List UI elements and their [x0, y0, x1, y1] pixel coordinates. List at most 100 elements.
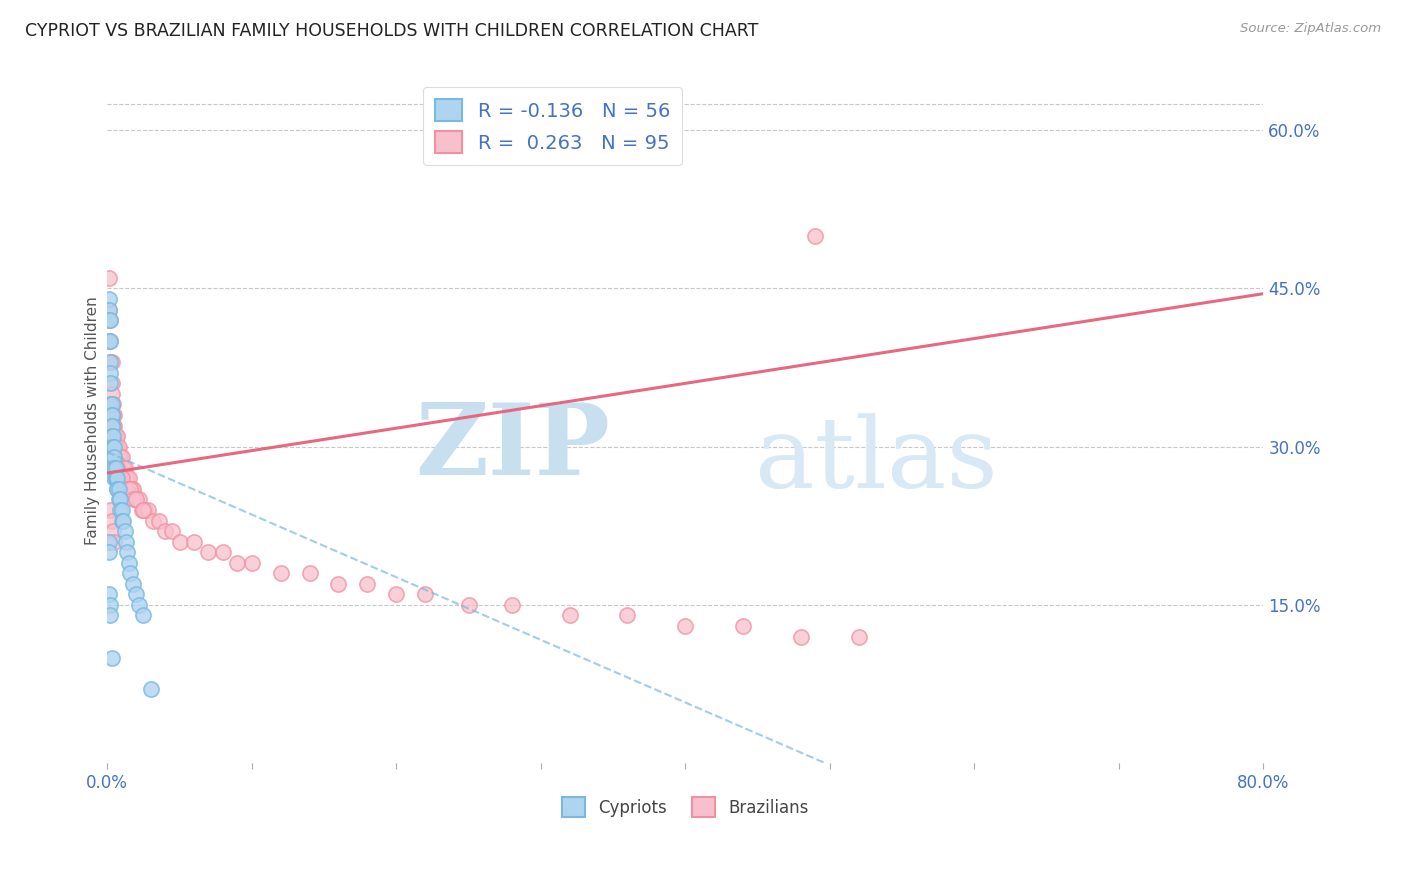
Point [112, 460, 135, 475]
Point [103, 429, 125, 443]
Point [97, 534, 120, 549]
Point [328, 576, 350, 591]
Point [111, 460, 134, 475]
Point [107, 471, 129, 485]
Point [120, 482, 142, 496]
Point [110, 460, 132, 475]
Point [134, 503, 156, 517]
Point [110, 503, 132, 517]
Point [105, 471, 128, 485]
Point [558, 608, 581, 623]
Point [125, 587, 148, 601]
Point [120, 566, 142, 581]
Point [128, 598, 150, 612]
Point [97, 292, 120, 306]
Point [107, 450, 129, 465]
Point [98, 355, 121, 369]
Point [103, 471, 125, 485]
Point [114, 471, 136, 485]
Point [212, 545, 235, 559]
Point [107, 450, 129, 465]
Point [457, 598, 479, 612]
Point [100, 514, 122, 528]
Point [117, 545, 139, 559]
Point [103, 534, 125, 549]
Point [97, 587, 120, 601]
Point [385, 587, 408, 601]
Point [169, 534, 191, 549]
Point [132, 608, 155, 623]
Point [104, 471, 127, 485]
Point [790, 630, 813, 644]
Point [101, 440, 124, 454]
Point [100, 418, 122, 433]
Point [100, 376, 122, 391]
Text: ZIP: ZIP [415, 400, 610, 496]
Point [101, 450, 124, 465]
Point [118, 556, 141, 570]
Point [98, 440, 121, 454]
Point [101, 440, 124, 454]
Point [107, 482, 129, 496]
Point [122, 492, 145, 507]
Point [111, 450, 134, 465]
Point [104, 460, 127, 475]
Point [98, 397, 121, 411]
Point [101, 418, 124, 433]
Y-axis label: Family Households with Children: Family Households with Children [86, 296, 100, 545]
Point [162, 524, 184, 538]
Point [103, 460, 125, 475]
Point [101, 450, 124, 465]
Point [107, 492, 129, 507]
Point [100, 429, 122, 443]
Point [122, 576, 145, 591]
Point [104, 440, 127, 454]
Text: Source: ZipAtlas.com: Source: ZipAtlas.com [1240, 22, 1381, 36]
Point [114, 460, 136, 475]
Point [122, 482, 145, 496]
Point [111, 460, 134, 475]
Point [100, 397, 122, 411]
Point [132, 503, 155, 517]
Point [114, 482, 136, 496]
Point [673, 619, 696, 633]
Point [103, 450, 125, 465]
Point [107, 440, 129, 454]
Point [153, 524, 176, 538]
Point [110, 492, 132, 507]
Point [240, 556, 263, 570]
Point [100, 650, 122, 665]
Point [100, 408, 122, 422]
Point [103, 429, 125, 443]
Point [125, 492, 148, 507]
Point [103, 408, 125, 422]
Point [97, 334, 120, 348]
Point [110, 471, 132, 485]
Point [118, 471, 141, 485]
Point [105, 482, 128, 496]
Point [100, 408, 122, 422]
Point [100, 418, 122, 433]
Point [112, 514, 135, 528]
Point [101, 524, 124, 538]
Point [148, 514, 170, 528]
Point [501, 598, 523, 612]
Point [117, 471, 139, 485]
Text: atlas: atlas [755, 414, 997, 509]
Point [103, 460, 125, 475]
Point [105, 460, 128, 475]
Point [103, 450, 125, 465]
Point [115, 534, 138, 549]
Point [100, 440, 122, 454]
Point [98, 503, 121, 517]
Point [111, 503, 134, 517]
Point [98, 376, 121, 391]
Point [183, 534, 205, 549]
Point [97, 545, 120, 559]
Point [616, 608, 638, 623]
Point [197, 545, 219, 559]
Point [120, 482, 142, 496]
Point [97, 313, 120, 327]
Point [270, 566, 292, 581]
Point [104, 460, 127, 475]
